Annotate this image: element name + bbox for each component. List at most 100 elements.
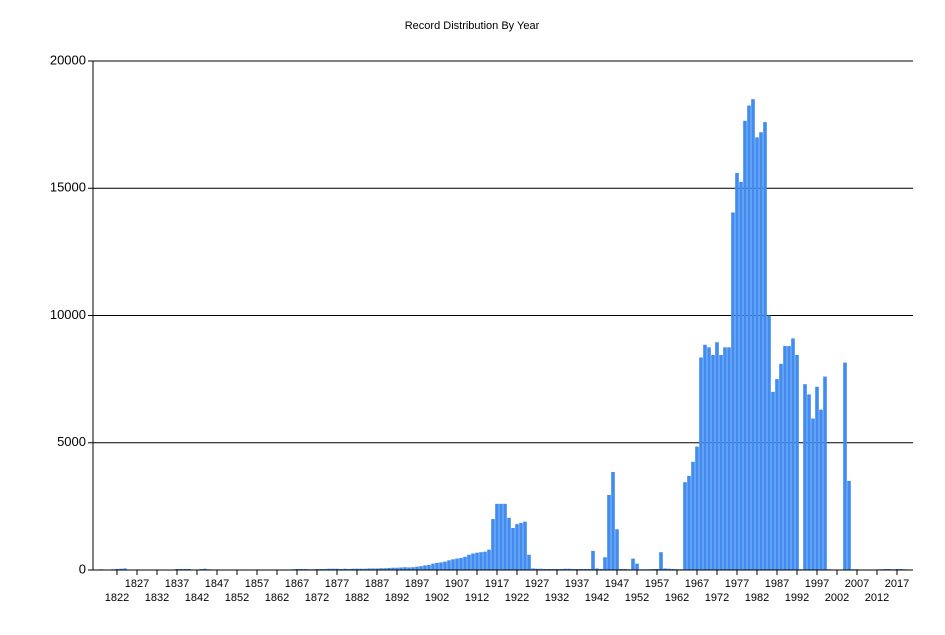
x-tick-label: 1862: [265, 592, 289, 604]
bar: [783, 346, 787, 570]
x-tick-label: 1922: [505, 592, 529, 604]
bar: [515, 524, 519, 570]
x-tick-label: 1882: [345, 592, 369, 604]
bar: [735, 173, 739, 570]
bar: [491, 519, 495, 570]
bar: [767, 316, 771, 571]
bar: [603, 557, 607, 570]
bar: [811, 419, 815, 570]
x-tick-label: 1912: [465, 592, 489, 604]
bar: [779, 364, 783, 570]
bar: [419, 566, 423, 570]
bar: [459, 558, 463, 570]
bar: [691, 462, 695, 570]
bar: [591, 551, 595, 570]
y-tick-label: 0: [79, 561, 86, 576]
bar: [495, 504, 499, 570]
bar: [431, 564, 435, 570]
bar: [503, 504, 507, 570]
bar: [659, 552, 663, 570]
bar: [527, 555, 531, 570]
bar: [711, 355, 715, 570]
bar: [843, 363, 847, 570]
x-tick-label: 2002: [825, 592, 849, 604]
x-tick-label: 2007: [845, 578, 869, 590]
x-tick-label: 1857: [245, 578, 269, 590]
x-tick-label: 1962: [665, 592, 689, 604]
x-tick-label: 1827: [125, 578, 149, 590]
x-tick-label: 1992: [785, 592, 809, 604]
bar: [427, 565, 431, 570]
y-tick-label: 20000: [50, 52, 86, 67]
bar: [511, 528, 515, 570]
x-tick-label: 1967: [685, 578, 709, 590]
bar: [807, 394, 811, 570]
bar: [727, 347, 731, 570]
bar: [523, 522, 527, 570]
bar: [787, 346, 791, 570]
bar: [455, 559, 459, 570]
x-tick-label: 1887: [365, 578, 389, 590]
x-tick-label: 1927: [525, 578, 549, 590]
x-tick-label: 1892: [385, 592, 409, 604]
bar: [451, 559, 455, 570]
bar: [519, 523, 523, 570]
bar: [707, 347, 711, 570]
bar: [447, 560, 451, 570]
x-tick-label: 1942: [585, 592, 609, 604]
bar: [475, 553, 479, 570]
x-tick-label: 1982: [745, 592, 769, 604]
x-tick-label: 1972: [705, 592, 729, 604]
x-tick-label: 1957: [645, 578, 669, 590]
x-tick-label: 1917: [485, 578, 509, 590]
bar: [815, 387, 819, 570]
bar: [755, 137, 759, 570]
bar: [759, 132, 763, 570]
bar: [471, 553, 475, 570]
bar: [823, 377, 827, 570]
bar: [443, 562, 447, 570]
bar: [607, 495, 611, 570]
bar: [499, 504, 503, 570]
bar: [423, 565, 427, 570]
bar: [747, 106, 751, 570]
x-tick-label: 1952: [625, 592, 649, 604]
x-tick-label: 1832: [145, 592, 169, 604]
bar: [739, 182, 743, 570]
x-tick-label: 1907: [445, 578, 469, 590]
x-tick-label: 1987: [765, 578, 789, 590]
bar: [611, 472, 615, 570]
bar: [631, 559, 635, 570]
x-tick-label: 1937: [565, 578, 589, 590]
x-tick-label: 1932: [545, 592, 569, 604]
bar: [847, 481, 851, 570]
x-tick-label: 1902: [425, 592, 449, 604]
bar: [703, 345, 707, 570]
x-tick-label: 1872: [305, 592, 329, 604]
x-tick-label: 1877: [325, 578, 349, 590]
x-tick-label: 1997: [805, 578, 829, 590]
bar: [819, 410, 823, 570]
bar: [435, 563, 439, 570]
x-tick-label: 1977: [725, 578, 749, 590]
bar: [479, 552, 483, 570]
bar: [615, 529, 619, 570]
y-tick-label: 5000: [57, 434, 86, 449]
bar: [719, 355, 723, 570]
bar: [483, 552, 487, 570]
bar: [795, 355, 799, 570]
x-tick-label: 1822: [105, 592, 129, 604]
x-tick-label: 1897: [405, 578, 429, 590]
x-tick-label: 1837: [165, 578, 189, 590]
bar: [791, 338, 795, 570]
x-tick-label: 1847: [205, 578, 229, 590]
bar: [731, 212, 735, 570]
bar: [487, 550, 491, 570]
x-tick-label: 1947: [605, 578, 629, 590]
bar: [803, 384, 807, 570]
bar: [751, 99, 755, 570]
y-tick-label: 10000: [50, 307, 86, 322]
bar: [463, 557, 467, 570]
chart-title: Record Distribution By Year: [405, 20, 540, 32]
